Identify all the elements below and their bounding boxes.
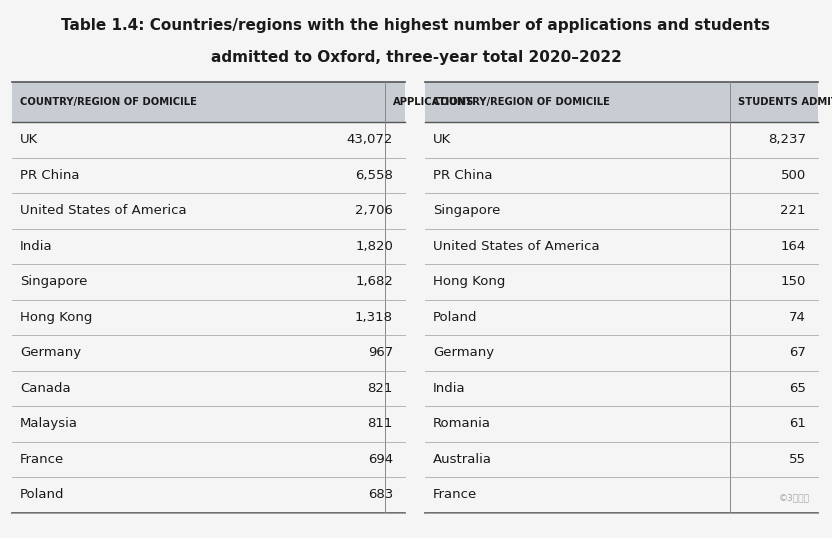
Text: 694: 694 — [368, 453, 393, 466]
Text: 683: 683 — [368, 489, 393, 501]
Text: 65: 65 — [789, 382, 806, 395]
Text: Australia: Australia — [433, 453, 492, 466]
Text: 2,706: 2,706 — [355, 204, 393, 217]
Text: India: India — [20, 240, 52, 253]
Text: ©3戴森云: ©3戴森云 — [779, 493, 810, 502]
Text: 821: 821 — [368, 382, 393, 395]
Text: 811: 811 — [368, 417, 393, 430]
Text: Romania: Romania — [433, 417, 491, 430]
Text: France: France — [433, 489, 478, 501]
Text: Malaysia: Malaysia — [20, 417, 78, 430]
Text: 967: 967 — [368, 346, 393, 359]
Text: admitted to Oxford, three-year total 2020–2022: admitted to Oxford, three-year total 202… — [210, 50, 622, 65]
Text: Germany: Germany — [433, 346, 494, 359]
Text: UK: UK — [433, 133, 451, 146]
Text: Canada: Canada — [20, 382, 71, 395]
Text: 6,558: 6,558 — [355, 169, 393, 182]
Text: 221: 221 — [780, 204, 806, 217]
Text: 61: 61 — [789, 417, 806, 430]
Text: Poland: Poland — [433, 311, 478, 324]
Text: COUNTRY/REGION OF DOMICILE: COUNTRY/REGION OF DOMICILE — [433, 97, 610, 107]
Bar — [425, 82, 818, 122]
Text: COUNTRY/REGION OF DOMICILE: COUNTRY/REGION OF DOMICILE — [20, 97, 197, 107]
Text: Singapore: Singapore — [20, 275, 87, 288]
Text: 43,072: 43,072 — [347, 133, 393, 146]
Bar — [12, 82, 405, 122]
Text: APPLICATIONS: APPLICATIONS — [393, 97, 474, 107]
Text: PR China: PR China — [20, 169, 80, 182]
Text: Singapore: Singapore — [433, 204, 500, 217]
Text: France: France — [20, 453, 64, 466]
Text: 150: 150 — [780, 275, 806, 288]
Text: Germany: Germany — [20, 346, 82, 359]
Text: 1,318: 1,318 — [355, 311, 393, 324]
Text: Poland: Poland — [20, 489, 65, 501]
Text: 1,682: 1,682 — [355, 275, 393, 288]
Text: United States of America: United States of America — [433, 240, 600, 253]
Text: 74: 74 — [789, 311, 806, 324]
Text: Hong Kong: Hong Kong — [433, 275, 505, 288]
Text: UK: UK — [20, 133, 38, 146]
Text: Table 1.4: Countries/regions with the highest number of applications and student: Table 1.4: Countries/regions with the hi… — [62, 18, 770, 33]
Text: 55: 55 — [789, 453, 806, 466]
Text: 67: 67 — [789, 346, 806, 359]
Text: 1,820: 1,820 — [355, 240, 393, 253]
Text: 500: 500 — [780, 169, 806, 182]
Text: 164: 164 — [780, 240, 806, 253]
Text: Hong Kong: Hong Kong — [20, 311, 92, 324]
Text: 8,237: 8,237 — [768, 133, 806, 146]
Text: United States of America: United States of America — [20, 204, 186, 217]
Text: STUDENTS ADMITTED: STUDENTS ADMITTED — [738, 97, 832, 107]
Text: India: India — [433, 382, 466, 395]
Text: PR China: PR China — [433, 169, 493, 182]
